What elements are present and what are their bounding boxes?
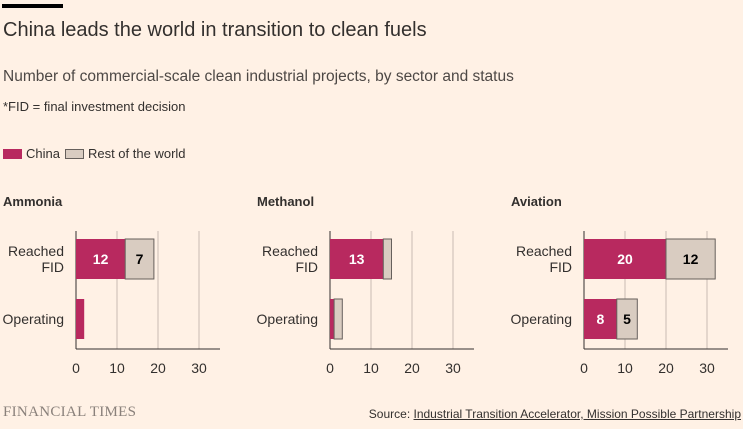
- data-label: 7: [136, 251, 144, 267]
- bar-rest: [382, 238, 392, 280]
- x-tick-label: 0: [326, 360, 334, 376]
- category-label: FID: [295, 259, 318, 275]
- bar-rest: [616, 298, 638, 340]
- chart-title: China leads the world in transition to c…: [3, 19, 427, 41]
- fid-note: *FID = final investment decision: [3, 99, 186, 114]
- category-label: Reached: [516, 243, 572, 259]
- source-link[interactable]: Industrial Transition Accelerator, Missi…: [413, 407, 742, 421]
- bar-china: [76, 239, 126, 279]
- bar-china: [76, 299, 85, 339]
- legend-label-rest: Rest of the world: [87, 146, 186, 161]
- data-label: 5: [623, 311, 631, 327]
- ft-top-bar: [2, 4, 63, 8]
- x-tick-label: 30: [191, 360, 207, 376]
- legend-label-china: China: [26, 146, 60, 161]
- category-label: Operating: [3, 311, 64, 327]
- category-label: FID: [41, 259, 64, 275]
- source-label: Source:: [368, 407, 414, 421]
- category-label: Reached: [262, 243, 318, 259]
- ft-logo: FINANCIAL TIMES: [3, 404, 137, 420]
- data-label: 20: [617, 251, 633, 267]
- category-label: Reached: [8, 243, 64, 259]
- panel-title: Aviation: [511, 194, 562, 209]
- x-tick-label: 0: [72, 360, 80, 376]
- x-tick-label: 20: [404, 360, 420, 376]
- data-label: 8: [597, 311, 605, 327]
- x-tick-label: 20: [658, 360, 674, 376]
- data-label: 12: [93, 251, 109, 267]
- bar-china: [584, 239, 666, 279]
- data-label: 12: [683, 251, 699, 267]
- panel-title: Methanol: [257, 194, 314, 209]
- legend-swatch-rest: [64, 148, 84, 159]
- bar-rest: [124, 238, 155, 280]
- source-note: Source: Industrial Transition Accelerato…: [369, 407, 741, 421]
- x-tick-label: 10: [109, 360, 125, 376]
- legend: China Rest of the world: [3, 146, 191, 161]
- bar-china: [330, 239, 384, 279]
- chart-subtitle: Number of commercial-scale clean industr…: [3, 68, 514, 85]
- x-tick-label: 10: [363, 360, 379, 376]
- x-tick-label: 30: [699, 360, 715, 376]
- bar-china: [584, 299, 617, 339]
- x-tick-label: 20: [150, 360, 166, 376]
- panel-title: Ammonia: [3, 194, 63, 209]
- legend-swatch-china: [3, 148, 22, 159]
- x-tick-label: 30: [445, 360, 461, 376]
- category-label: FID: [549, 259, 572, 275]
- category-label: Operating: [257, 311, 318, 327]
- bar-china: [330, 299, 335, 339]
- category-label: Operating: [511, 311, 572, 327]
- bar-rest: [665, 238, 716, 280]
- x-tick-label: 10: [617, 360, 633, 376]
- data-label: 13: [349, 251, 365, 267]
- x-tick-label: 0: [580, 360, 588, 376]
- bar-rest: [333, 298, 343, 340]
